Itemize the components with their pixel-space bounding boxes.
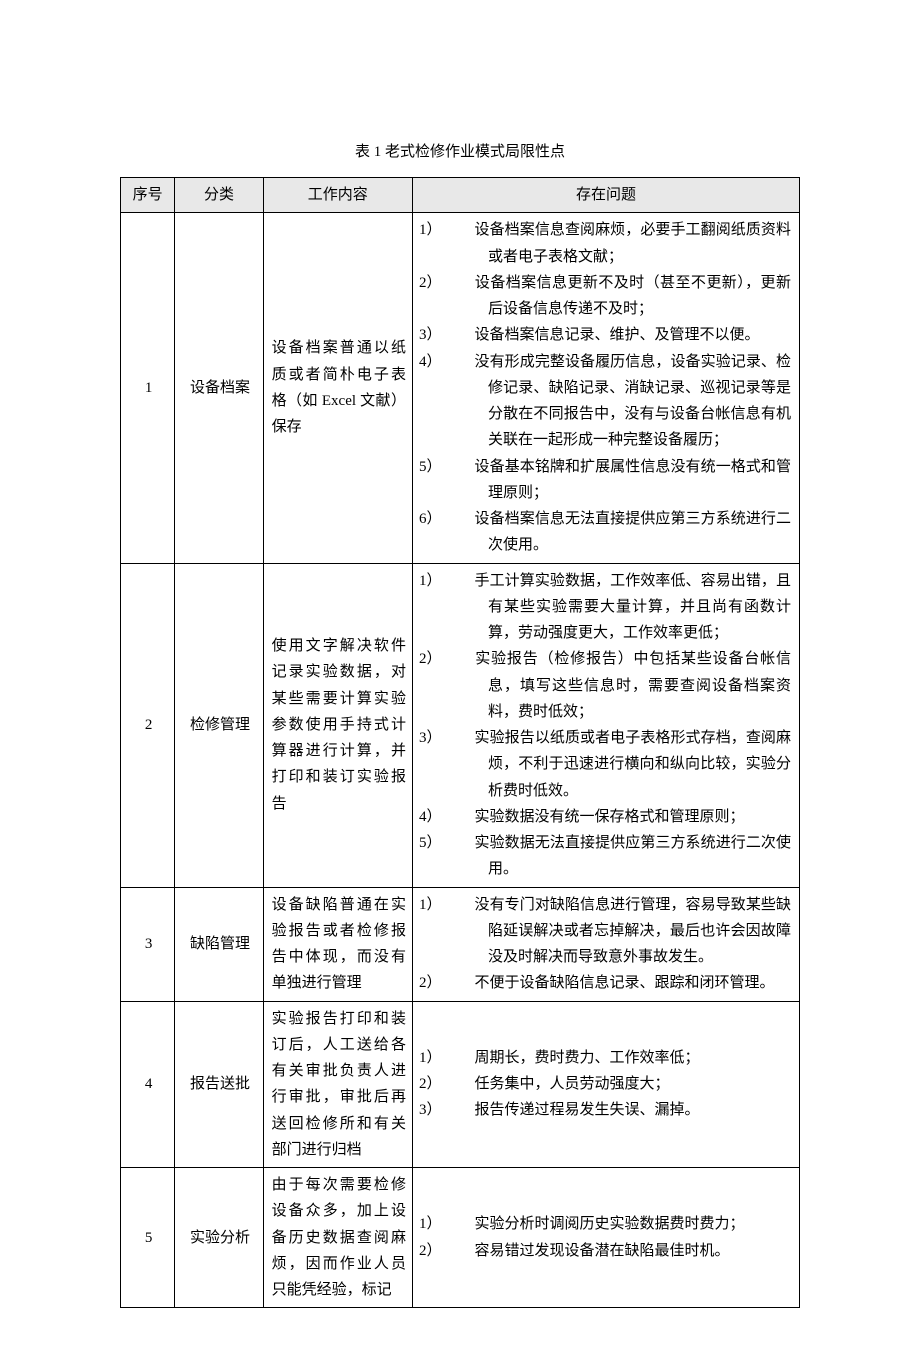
problem-text: 不便于设备缺陷信息记录、跟踪和闭环管理。 xyxy=(474,975,774,991)
problem-text: 实验数据没有统一保存格式和管理原则； xyxy=(474,809,744,825)
problem-number: 5） xyxy=(453,830,474,856)
problem-number: 2） xyxy=(453,646,474,672)
problem-item: 3）报告传递过程易发生失误、漏掉。 xyxy=(453,1097,791,1123)
problem-item: 1）周期长，费时费力、工作效率低； xyxy=(453,1045,791,1071)
problem-list: 1）实验分析时调阅历史实验数据费时费力；2）容易错过发现设备潜在缺陷最佳时机。 xyxy=(419,1211,791,1264)
problem-item: 1）手工计算实验数据，工作效率低、容易出错，且有某些实验需要大量计算，并且尚有函… xyxy=(453,568,791,647)
category-cell: 缺陷管理 xyxy=(175,887,263,1001)
work-cell: 使用文字解决软件记录实验数据，对某些需要计算实验参数使用手持式计算器进行计算，并… xyxy=(263,563,412,887)
category-cell: 实验分析 xyxy=(175,1168,263,1308)
problem-number: 1） xyxy=(453,1045,474,1071)
limitations-table: 序号 分类 工作内容 存在问题 1设备档案设备档案普通以纸质或者简朴电子表格（如… xyxy=(120,177,800,1308)
table-row: 3缺陷管理设备缺陷普通在实验报告或者检修报告中体现，而没有单独进行管理 1）没有专… xyxy=(121,887,800,1001)
problem-item: 2）实验报告（检修报告）中包括某些设备台帐信息，填写这些信息时，需要查阅设备档案… xyxy=(453,646,791,725)
problem-text: 设备档案信息记录、维护、及管理不以便。 xyxy=(474,327,759,343)
problem-number: 3） xyxy=(453,1097,474,1123)
problem-number: 5） xyxy=(453,454,474,480)
problem-text: 设备基本铭牌和扩展属性信息没有统一格式和管理原则； xyxy=(474,459,791,501)
seq-cell: 1 xyxy=(121,213,175,563)
problem-cell: 1）周期长，费时费力、工作效率低；2）任务集中，人员劳动强度大；3）报告传递过程… xyxy=(412,1001,799,1168)
table-row: 1设备档案设备档案普通以纸质或者简朴电子表格（如 Excel 文献）保存1）设备… xyxy=(121,213,800,563)
problem-number: 1） xyxy=(453,568,474,594)
problem-text: 设备档案信息无法直接提供应第三方系统进行二次使用。 xyxy=(474,511,791,553)
problem-item: 1）没有专门对缺陷信息进行管理，容易导致某些缺陷延误解决或者忘掉解决，最后也许会… xyxy=(453,892,791,971)
problem-cell: 1）没有专门对缺陷信息进行管理，容易导致某些缺陷延误解决或者忘掉解决，最后也许会… xyxy=(412,887,799,1001)
problem-number: 1） xyxy=(453,217,474,243)
problem-text: 报告传递过程易发生失误、漏掉。 xyxy=(474,1102,699,1118)
problem-list: 1）周期长，费时费力、工作效率低；2）任务集中，人员劳动强度大；3）报告传递过程… xyxy=(419,1045,791,1124)
table-row: 2检修管理使用文字解决软件记录实验数据，对某些需要计算实验参数使用手持式计算器进… xyxy=(121,563,800,887)
problem-text: 手工计算实验数据，工作效率低、容易出错，且有某些实验需要大量计算，并且尚有函数计… xyxy=(474,573,791,642)
problem-number: 2） xyxy=(453,970,474,996)
problem-number: 6） xyxy=(453,506,474,532)
problem-text: 设备档案信息更新不及时（甚至不更新），更新后设备信息传递不及时； xyxy=(474,275,791,317)
work-cell: 设备档案普通以纸质或者简朴电子表格（如 Excel 文献）保存 xyxy=(263,213,412,563)
table-row: 4报告送批实验报告打印和装订后，人工送给各有关审批负责人进行审批，审批后再送回检… xyxy=(121,1001,800,1168)
problem-text: 实验分析时调阅历史实验数据费时费力； xyxy=(474,1216,744,1232)
problem-item: 2）任务集中，人员劳动强度大； xyxy=(453,1071,791,1097)
problem-item: 5）设备基本铭牌和扩展属性信息没有统一格式和管理原则； xyxy=(453,454,791,507)
problem-item: 3）实验报告以纸质或者电子表格形式存档，查阅麻烦，不利于迅速进行横向和纵向比较，… xyxy=(453,725,791,804)
problem-list: 1）设备档案信息查阅麻烦，必要手工翻阅纸质资料或者电子表格文献；2）设备档案信息… xyxy=(419,217,791,558)
work-cell: 设备缺陷普通在实验报告或者检修报告中体现，而没有单独进行管理 xyxy=(263,887,412,1001)
problem-item: 4）实验数据没有统一保存格式和管理原则； xyxy=(453,804,791,830)
problem-cell: 1）手工计算实验数据，工作效率低、容易出错，且有某些实验需要大量计算，并且尚有函… xyxy=(412,563,799,887)
problem-text: 没有形成完整设备履历信息，设备实验记录、检修记录、缺陷记录、消缺记录、巡视记录等… xyxy=(474,354,791,449)
problem-list: 1）手工计算实验数据，工作效率低、容易出错，且有某些实验需要大量计算，并且尚有函… xyxy=(419,568,791,883)
problem-number: 2） xyxy=(453,1071,474,1097)
problem-number: 2） xyxy=(453,1238,474,1264)
header-category: 分类 xyxy=(175,178,263,213)
problem-text: 实验报告以纸质或者电子表格形式存档，查阅麻烦，不利于迅速进行横向和纵向比较，实验… xyxy=(474,730,791,799)
problem-number: 2） xyxy=(453,270,474,296)
problem-item: 6）设备档案信息无法直接提供应第三方系统进行二次使用。 xyxy=(453,506,791,559)
table-header-row: 序号 分类 工作内容 存在问题 xyxy=(121,178,800,213)
problem-item: 2）设备档案信息更新不及时（甚至不更新），更新后设备信息传递不及时； xyxy=(453,270,791,323)
problem-number: 3） xyxy=(453,725,474,751)
category-cell: 设备档案 xyxy=(175,213,263,563)
work-cell: 实验报告打印和装订后，人工送给各有关审批负责人进行审批，审批后再送回检修所和有关… xyxy=(263,1001,412,1168)
table-row: 5实验分析由于每次需要检修设备众多，加上设备历史数据查阅麻烦，因而作业人员只能凭… xyxy=(121,1168,800,1308)
problem-item: 3）设备档案信息记录、维护、及管理不以便。 xyxy=(453,322,791,348)
problem-item: 2）不便于设备缺陷信息记录、跟踪和闭环管理。 xyxy=(453,970,791,996)
problem-number: 1） xyxy=(453,1211,474,1237)
header-seq: 序号 xyxy=(121,178,175,213)
problem-item: 2）容易错过发现设备潜在缺陷最佳时机。 xyxy=(453,1238,791,1264)
problem-number: 1） xyxy=(453,892,474,918)
work-cell: 由于每次需要检修设备众多，加上设备历史数据查阅麻烦，因而作业人员只能凭经验，标记 xyxy=(263,1168,412,1308)
problem-text: 没有专门对缺陷信息进行管理，容易导致某些缺陷延误解决或者忘掉解决，最后也许会因故… xyxy=(474,897,791,966)
category-cell: 检修管理 xyxy=(175,563,263,887)
problem-number: 4） xyxy=(453,804,474,830)
seq-cell: 4 xyxy=(121,1001,175,1168)
header-problem: 存在问题 xyxy=(412,178,799,213)
problem-text: 容易错过发现设备潜在缺陷最佳时机。 xyxy=(474,1243,729,1259)
problem-text: 周期长，费时费力、工作效率低； xyxy=(474,1050,699,1066)
problem-number: 4） xyxy=(453,349,474,375)
table-title: 表 1 老式检修作业模式局限性点 xyxy=(120,140,800,161)
problem-item: 4）没有形成完整设备履历信息，设备实验记录、检修记录、缺陷记录、消缺记录、巡视记… xyxy=(453,349,791,454)
problem-number: 3） xyxy=(453,322,474,348)
problem-text: 实验报告（检修报告）中包括某些设备台帐信息，填写这些信息时，需要查阅设备档案资料… xyxy=(474,651,791,720)
problem-item: 1）实验分析时调阅历史实验数据费时费力； xyxy=(453,1211,791,1237)
category-cell: 报告送批 xyxy=(175,1001,263,1168)
seq-cell: 5 xyxy=(121,1168,175,1308)
problem-cell: 1）实验分析时调阅历史实验数据费时费力；2）容易错过发现设备潜在缺陷最佳时机。 xyxy=(412,1168,799,1308)
seq-cell: 2 xyxy=(121,563,175,887)
problem-text: 任务集中，人员劳动强度大； xyxy=(474,1076,669,1092)
problem-cell: 1）设备档案信息查阅麻烦，必要手工翻阅纸质资料或者电子表格文献；2）设备档案信息… xyxy=(412,213,799,563)
table-body: 1设备档案设备档案普通以纸质或者简朴电子表格（如 Excel 文献）保存1）设备… xyxy=(121,213,800,1308)
problem-item: 5）实验数据无法直接提供应第三方系统进行二次使用。 xyxy=(453,830,791,883)
problem-list: 1）没有专门对缺陷信息进行管理，容易导致某些缺陷延误解决或者忘掉解决，最后也许会… xyxy=(419,892,791,997)
problem-text: 设备档案信息查阅麻烦，必要手工翻阅纸质资料或者电子表格文献； xyxy=(474,222,791,264)
problem-item: 1）设备档案信息查阅麻烦，必要手工翻阅纸质资料或者电子表格文献； xyxy=(453,217,791,270)
seq-cell: 3 xyxy=(121,887,175,1001)
header-work: 工作内容 xyxy=(263,178,412,213)
problem-text: 实验数据无法直接提供应第三方系统进行二次使用。 xyxy=(474,835,791,877)
